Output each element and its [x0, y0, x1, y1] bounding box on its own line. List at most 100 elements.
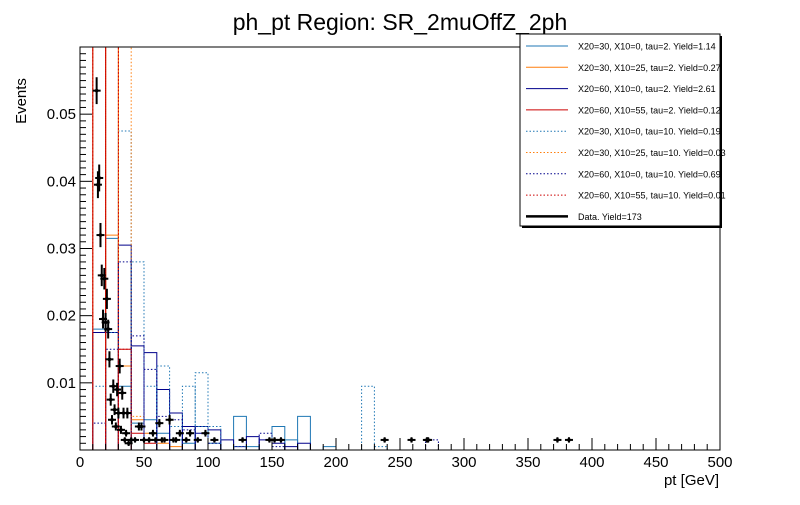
legend-entry: Data. Yield=173 [526, 212, 642, 222]
data-point [122, 429, 131, 437]
legend-label: X20=60, X10=0, tau=10. Yield=0.69 [578, 169, 721, 179]
legend-entry: X20=60, X10=55, tau=10. Yield=0.01 [526, 191, 726, 201]
data-point [407, 437, 416, 443]
bar-4-0 [92, 385, 107, 450]
bar-2-2 [117, 244, 132, 450]
bar-7-1 [105, 46, 119, 450]
data-point [123, 407, 132, 419]
data-point [424, 437, 433, 443]
y-tick-label: 0.05 [47, 106, 76, 123]
data-point [96, 222, 105, 248]
data-point [172, 437, 180, 443]
legend-label: X20=30, X10=25, tau=2. Yield=0.27 [578, 63, 721, 73]
data-point [564, 437, 573, 443]
legend-entry: X20=60, X10=0, tau=2. Yield=2.61 [526, 84, 716, 94]
data-point [553, 437, 562, 443]
bar-2-12 [245, 436, 260, 450]
data-point [276, 437, 285, 443]
data-point [148, 429, 157, 437]
y-tick-label: 0.04 [47, 173, 76, 190]
bar-2-15 [284, 446, 299, 450]
bar-7-2 [117, 348, 132, 450]
bar-2-3 [130, 345, 145, 450]
bar-0-7 [181, 442, 196, 450]
bar-2-0 [92, 331, 107, 450]
x-tick-label: 400 [579, 454, 604, 471]
series-0 [92, 237, 337, 450]
y-tick-label: 0.01 [47, 375, 76, 392]
data-point [102, 288, 111, 309]
bar-6-6 [169, 419, 183, 450]
x-tick-label: 500 [707, 454, 732, 471]
legend-box [519, 33, 721, 227]
bar-0-14 [297, 415, 311, 450]
bar-4-11 [361, 385, 375, 450]
bar-6-4 [143, 368, 158, 450]
legend-label: X20=60, X10=55, tau=10. Yield=0.01 [578, 191, 726, 201]
data-point [100, 267, 109, 290]
bar-1-6 [169, 446, 183, 450]
series-6 [92, 261, 439, 450]
legend-label: X20=60, X10=55, tau=2. Yield=0.12 [578, 105, 721, 115]
legend-label: X20=60, X10=0, tau=2. Yield=2.61 [578, 84, 716, 94]
data-point [380, 437, 389, 443]
bar-4-12 [373, 446, 388, 450]
data-points [92, 77, 573, 446]
legend-entry: X20=60, X10=55, tau=2. Yield=0.12 [526, 105, 721, 115]
data-point [92, 77, 101, 105]
data-point [113, 382, 122, 397]
data-point [210, 437, 219, 443]
bar-2-10 [220, 439, 235, 450]
bar-0-4 [143, 419, 158, 450]
series-3 [92, 46, 158, 450]
legend-label: X20=30, X10=0, tau=10. Yield=0.19 [578, 127, 721, 137]
x-tick-label: 150 [259, 454, 284, 471]
data-point [118, 386, 127, 400]
series-4 [92, 130, 388, 450]
x-tick-label: 50 [136, 454, 153, 471]
data-point [124, 440, 133, 446]
bar-6-9 [207, 442, 222, 450]
x-tick-label: 0 [76, 454, 84, 471]
data-point [193, 437, 202, 443]
legend: X20=30, X10=0, tau=2. Yield=1.14 X20=30, … [519, 33, 726, 228]
bar-6-0 [92, 422, 107, 450]
bar-4-10 [233, 446, 247, 450]
x-tick-label: 100 [195, 454, 220, 471]
series-7 [92, 46, 132, 450]
bar-0-0 [92, 328, 107, 450]
x-tick-label: 250 [387, 454, 412, 471]
data-point [108, 415, 116, 425]
legend-entry: X20=30, X10=25, tau=2. Yield=0.27 [526, 63, 721, 73]
legend-label: Data. Yield=173 [578, 212, 642, 222]
x-axis-label: pt [GeV] [664, 472, 719, 489]
bar-6-11 [271, 446, 286, 450]
bar-0-5 [156, 432, 171, 450]
x-tick-label: 450 [643, 454, 668, 471]
legend-entry: X20=30, X10=25, tau=10. Yield=0.03 [526, 148, 726, 158]
x-tick-label: 300 [451, 454, 476, 471]
bar-6-8 [194, 425, 209, 450]
data-point [238, 437, 247, 443]
y-tick-label: 0.02 [47, 308, 76, 325]
data-point [95, 164, 104, 192]
legend-label: X20=30, X10=0, tau=2. Yield=1.14 [578, 42, 716, 52]
data-point [105, 351, 114, 368]
axes: 0 50 100 150 200 250 300 350 400 450 500 0.01 0.02 0.… [47, 53, 733, 471]
data-point [106, 393, 115, 406]
bar-4-5 [156, 365, 171, 450]
data-point [115, 358, 124, 374]
bar-0-10 [233, 415, 247, 450]
legend-entry: X20=60, X10=0, tau=10. Yield=0.69 [526, 169, 721, 179]
y-axis-label: Events [13, 78, 30, 124]
bar-0-9 [207, 442, 222, 450]
bar-6-3 [130, 335, 145, 450]
bar-7-0 [92, 46, 107, 450]
bar-6-5 [156, 415, 171, 450]
chart-title: ph_pt Region: SR_2muOffZ_2ph [233, 9, 568, 35]
legend-entry: X20=30, X10=0, tau=10. Yield=0.19 [526, 127, 721, 137]
data-point [116, 425, 125, 434]
data-point [131, 437, 140, 443]
bar-0-13 [284, 439, 299, 450]
